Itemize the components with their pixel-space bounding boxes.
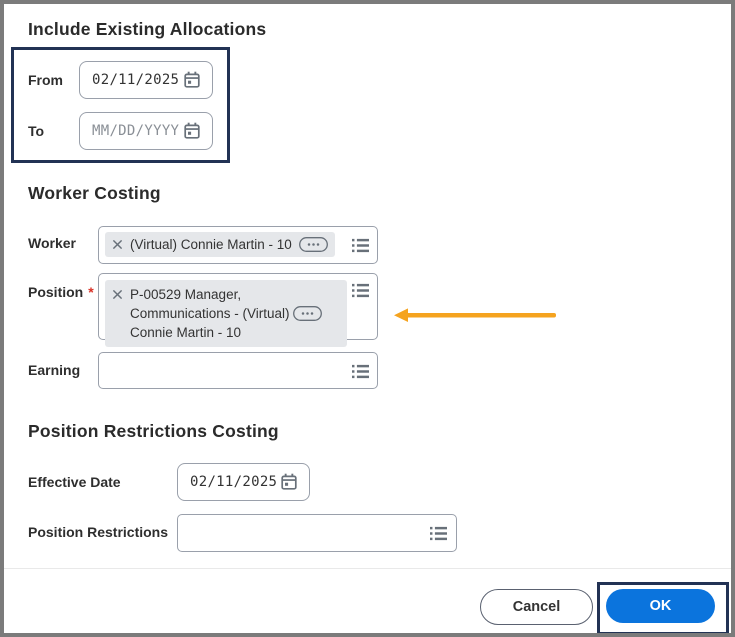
position-prompt-field[interactable]: P-00529 Manager, Communications - (Virtu…: [98, 273, 378, 347]
to-date-input[interactable]: MM/DD/YYYY: [79, 112, 213, 150]
footer-divider: [4, 568, 731, 569]
section-title-position-restrictions-costing: Position Restrictions Costing: [28, 421, 279, 441]
earning-label: Earning: [28, 362, 81, 378]
worker-selection-text: (Virtual) Connie Martin - 10: [130, 237, 292, 252]
section-title-worker-costing: Worker Costing: [28, 183, 161, 203]
related-actions-ellipsis-icon[interactable]: [293, 306, 322, 321]
calendar-icon: [184, 122, 200, 139]
effective-date-value: 02/11/2025: [190, 474, 278, 490]
earning-prompt-field[interactable]: [98, 352, 378, 389]
from-date-input[interactable]: 02/11/2025: [79, 61, 213, 99]
from-date-value: 02/11/2025: [92, 72, 180, 88]
annotation-arrow-left: [394, 308, 556, 322]
worker-prompt-field[interactable]: (Virtual) Connie Martin - 10: [98, 226, 378, 264]
calendar-icon[interactable]: [183, 122, 201, 140]
prompt-list-icon[interactable]: [351, 282, 370, 299]
calendar-icon[interactable]: [280, 473, 298, 491]
prompt-list-icon[interactable]: [429, 525, 448, 542]
section-title-include-existing-allocations: Include Existing Allocations: [28, 19, 267, 39]
to-date-placeholder: MM/DD/YYYY: [92, 123, 180, 139]
related-actions-ellipsis-icon[interactable]: [298, 237, 328, 252]
calendar-icon: [184, 71, 200, 88]
effective-date-label: Effective Date: [28, 474, 121, 490]
calendar-icon[interactable]: [183, 71, 201, 89]
required-asterisk: *: [88, 284, 94, 300]
calendar-icon: [281, 473, 297, 490]
worker-selected-pill: (Virtual) Connie Martin - 10: [105, 232, 335, 257]
to-label: To: [28, 123, 45, 139]
remove-x-icon[interactable]: [112, 239, 123, 250]
position-selection-text: P-00529 Manager, Communications - (Virtu…: [130, 287, 290, 340]
prompt-list-icon[interactable]: [351, 363, 370, 380]
position-selected-pill: P-00529 Manager, Communications - (Virtu…: [105, 280, 347, 347]
position-label: Position *: [28, 284, 94, 300]
from-label: From: [28, 72, 63, 88]
position-restrictions-label: Position Restrictions: [28, 524, 169, 540]
worker-label: Worker: [28, 235, 76, 251]
prompt-list-icon[interactable]: [351, 237, 370, 254]
remove-x-icon[interactable]: [112, 289, 123, 300]
effective-date-input[interactable]: 02/11/2025: [177, 463, 310, 501]
ok-button[interactable]: OK: [606, 589, 715, 623]
position-restrictions-prompt-field[interactable]: [177, 514, 457, 552]
position-label-text: Position: [28, 284, 84, 300]
cancel-button[interactable]: Cancel: [480, 589, 593, 625]
